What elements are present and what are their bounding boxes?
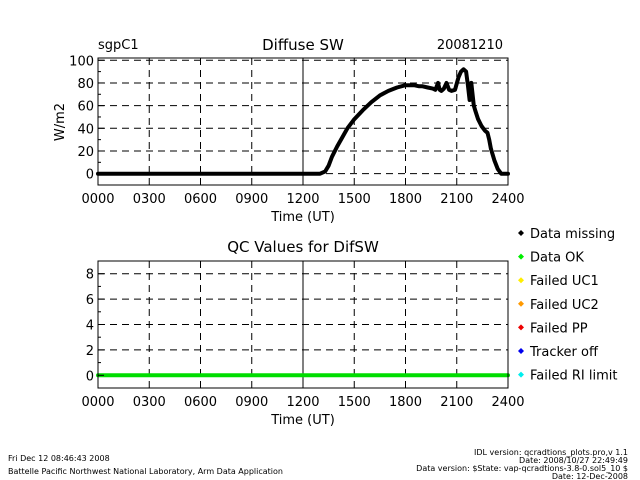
top-chart-frame bbox=[97, 57, 509, 186]
bottom-x-tick-label: 0600 bbox=[184, 395, 217, 410]
bottom-x-tick-label: 1500 bbox=[338, 395, 371, 410]
top-x-tick-label: 2100 bbox=[440, 192, 473, 207]
bottom-x-tick-label: 1800 bbox=[389, 395, 422, 410]
legend-marker bbox=[518, 253, 524, 260]
bottom-chart-xlabel: Time (UT) bbox=[270, 413, 335, 428]
top-chart-title: Diffuse SW bbox=[262, 36, 344, 54]
top-x-tick-label: 1200 bbox=[286, 192, 319, 207]
bottom-x-tick-label: 2400 bbox=[491, 395, 524, 410]
top-x-tick-label: 0000 bbox=[81, 192, 114, 207]
legend-label: Failed UC2 bbox=[530, 298, 599, 313]
top-y-tick-label: 40 bbox=[77, 122, 94, 137]
top-y-tick-label: 0 bbox=[86, 168, 94, 183]
top-y-tick-label: 100 bbox=[69, 54, 94, 69]
bottom-chart-title: QC Values for DifSW bbox=[227, 238, 379, 256]
legend-label: Failed PP bbox=[530, 321, 588, 336]
footer-date-line: Date: 2008/10/27 22:49:49 bbox=[519, 456, 628, 465]
legend-label: Failed RI limit bbox=[530, 369, 617, 384]
top-y-tick-label: 60 bbox=[77, 100, 94, 115]
bottom-chart-frame bbox=[97, 260, 509, 389]
top-series-line bbox=[96, 67, 510, 176]
footer-lab: Battelle Pacific Northwest National Labo… bbox=[8, 467, 283, 476]
top-x-tick-label: 1800 bbox=[389, 192, 422, 207]
footer-date2: Date: 12-Dec-2008 bbox=[552, 472, 628, 480]
legend-label: Tracker off bbox=[529, 345, 599, 360]
bottom-y-tick-label: 4 bbox=[86, 319, 94, 334]
bottom-x-tick-label: 2100 bbox=[440, 395, 473, 410]
bottom-y-tick-label: 8 bbox=[86, 268, 94, 283]
bottom-y-tick-label: 0 bbox=[86, 369, 94, 384]
bottom-y-tick-label: 2 bbox=[86, 344, 94, 359]
top-x-tick-label: 0900 bbox=[235, 192, 268, 207]
footer-idl-version: IDL version: qcradtions_plots.pro,v 1.1 bbox=[474, 448, 628, 457]
top-x-tick-label: 2400 bbox=[491, 192, 524, 207]
top-chart-ylabel: W/m2 bbox=[53, 103, 68, 141]
legend-marker bbox=[518, 230, 524, 236]
bottom-x-tick-label: 1200 bbox=[286, 395, 319, 410]
top-y-tick-label: 20 bbox=[77, 145, 94, 160]
top-chart-xlabel: Time (UT) bbox=[270, 210, 335, 225]
bottom-x-tick-label: 0000 bbox=[81, 395, 114, 410]
legend-marker bbox=[518, 324, 524, 331]
bottom-chart-grid bbox=[98, 261, 508, 388]
bottom-y-tick-label: 6 bbox=[86, 293, 94, 308]
site-label: sgpC1 bbox=[98, 38, 139, 53]
top-chart-series bbox=[96, 67, 510, 176]
footer-data-version: Data version: $State: vap-qcradtions-3.8… bbox=[416, 464, 628, 473]
footer-timestamp: Fri Dec 12 08:46:43 2008 bbox=[8, 454, 110, 463]
legend-marker bbox=[518, 371, 524, 378]
bottom-chart-ticks: 0000 0300 0600 0900 1200 1500 1800 2100 2400 0 2 4 6… bbox=[81, 268, 524, 410]
legend-label: Data missing bbox=[530, 227, 615, 242]
date-label: 20081210 bbox=[437, 38, 503, 53]
top-x-tick-label: 0600 bbox=[184, 192, 217, 207]
bottom-x-tick-label: 0900 bbox=[235, 395, 268, 410]
top-chart-grid bbox=[98, 58, 508, 185]
legend-marker bbox=[518, 348, 524, 354]
top-chart-ticks: 0000 0300 0600 0900 1200 1500 1800 2100 2400 0 20 4… bbox=[69, 54, 524, 207]
legend: Data missing Data OK Failed UC1 Failed UC2 F… bbox=[518, 227, 617, 384]
legend-marker bbox=[518, 300, 524, 307]
top-x-tick-label: 0300 bbox=[133, 192, 166, 207]
legend-marker bbox=[518, 277, 524, 284]
top-x-tick-label: 1500 bbox=[338, 192, 371, 207]
top-y-tick-label: 80 bbox=[77, 77, 94, 92]
bottom-x-tick-label: 0300 bbox=[133, 395, 166, 410]
legend-label: Failed UC1 bbox=[530, 274, 599, 289]
legend-label: Data OK bbox=[530, 251, 584, 266]
